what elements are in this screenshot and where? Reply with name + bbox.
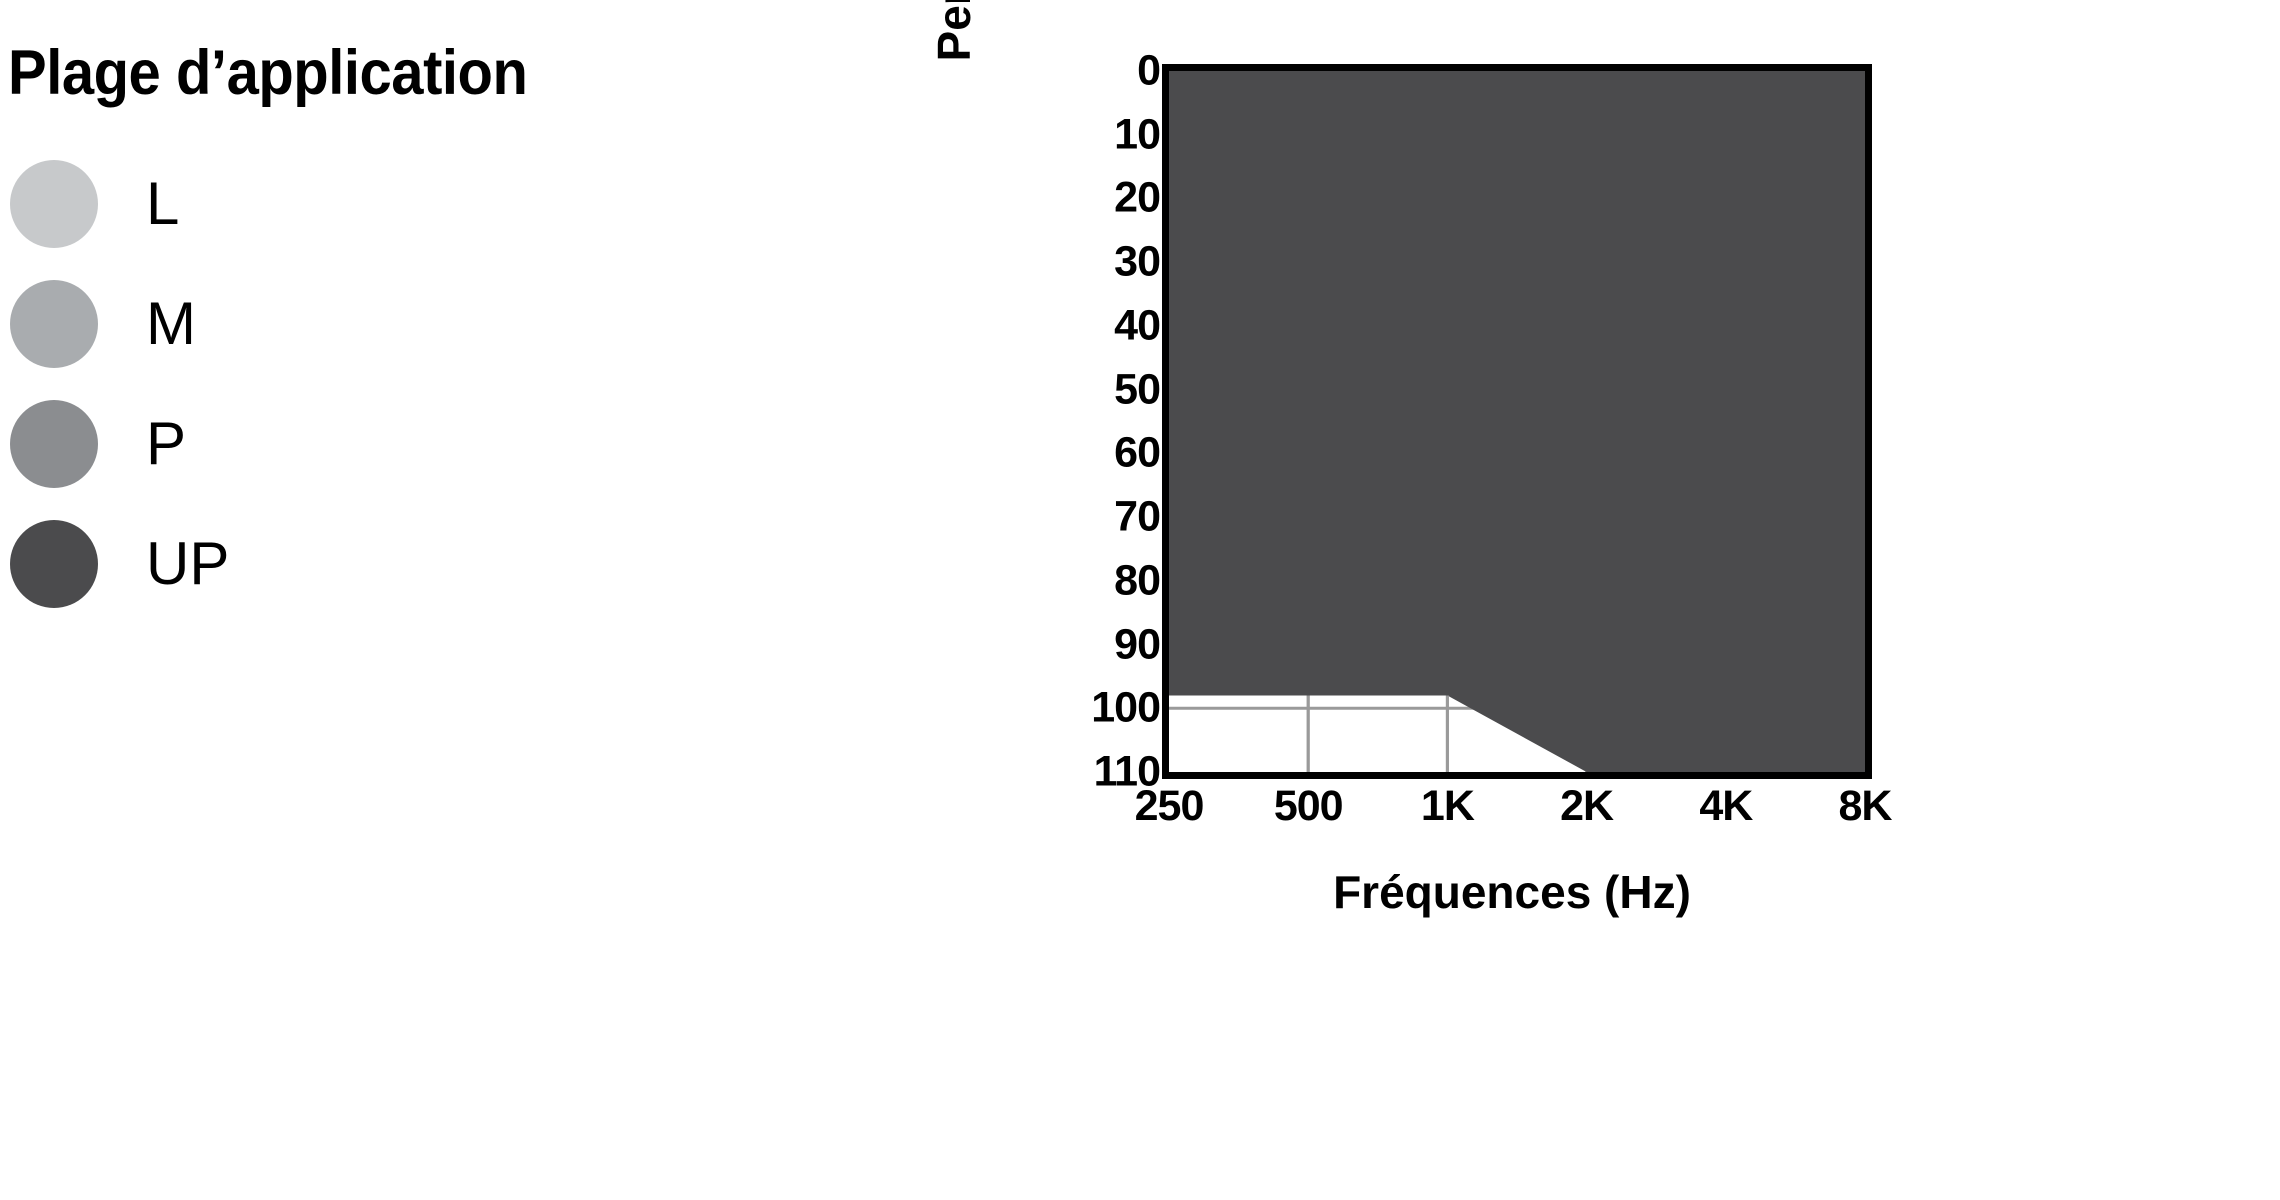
y-axis-title: Perte auditive en dB (HL) <box>924 0 984 118</box>
y-axis-tick-label: 100 <box>1091 683 1161 732</box>
legend-item-label: L <box>146 170 180 238</box>
legend-item-label: P <box>146 410 187 478</box>
legend-item-l[interactable]: L <box>8 144 648 264</box>
legend-title: Plage d’application <box>8 38 528 108</box>
legend-swatch-circle-m <box>10 280 98 369</box>
y-axis-tick-label: 10 <box>1114 110 1161 159</box>
plot-inner <box>1169 71 1865 772</box>
area-band-up <box>1169 71 1865 772</box>
y-axis-tick-label: 80 <box>1114 556 1161 605</box>
stacked-area-plot <box>1169 71 1865 772</box>
y-axis-tick-label: 90 <box>1114 620 1161 669</box>
fitting-range-chart: Perte auditive en dB (HL) 01020304050607… <box>928 0 1990 960</box>
x-axis-title: Fréquences (Hz) <box>1333 866 1691 918</box>
x-axis-tick-label: 4K <box>1699 782 1753 830</box>
legend-item-label: UP <box>146 530 230 598</box>
x-axis-tick-labels: 250 500 1K 2K 4K 8K <box>1135 782 1893 845</box>
x-axis-tick-label: 500 <box>1273 782 1344 830</box>
legend-item-label: M <box>146 290 196 358</box>
grid-lines-foreground <box>1306 695 1449 772</box>
legend-panel: Plage d’application L M P UP <box>8 40 648 624</box>
plot-area <box>1162 64 1872 779</box>
legend-item-up[interactable]: UP <box>8 504 648 624</box>
x-axis-tick-label: 250 <box>1134 782 1205 830</box>
y-axis-tick-label: 60 <box>1114 428 1161 477</box>
y-axis-tick-label: 0 <box>1137 46 1161 95</box>
y-axis-tick-label: 40 <box>1114 301 1161 350</box>
legend-item-p[interactable]: P <box>8 384 648 504</box>
y-axis-tick-label: 20 <box>1114 173 1161 222</box>
y-axis-tick-label: 50 <box>1114 365 1161 414</box>
legend-item-m[interactable]: M <box>8 264 648 384</box>
y-axis-tick-label: 30 <box>1114 237 1161 286</box>
x-axis-tick-label: 1K <box>1420 782 1475 830</box>
y-axis-tick-labels: 0 10 20 30 40 50 60 70 80 90 100 110 <box>1020 49 1161 824</box>
x-axis-tick-label: 8K <box>1838 782 1893 830</box>
legend-swatch-circle-l <box>10 160 98 249</box>
legend-item-list: L M P UP <box>8 144 648 624</box>
legend-swatch-circle-up <box>10 520 98 609</box>
x-axis-tick-label: 2K <box>1560 782 1614 830</box>
y-axis-tick-label: 110 <box>1093 747 1161 796</box>
y-axis-tick-label: 70 <box>1114 492 1161 541</box>
legend-swatch-circle-p <box>10 400 98 489</box>
